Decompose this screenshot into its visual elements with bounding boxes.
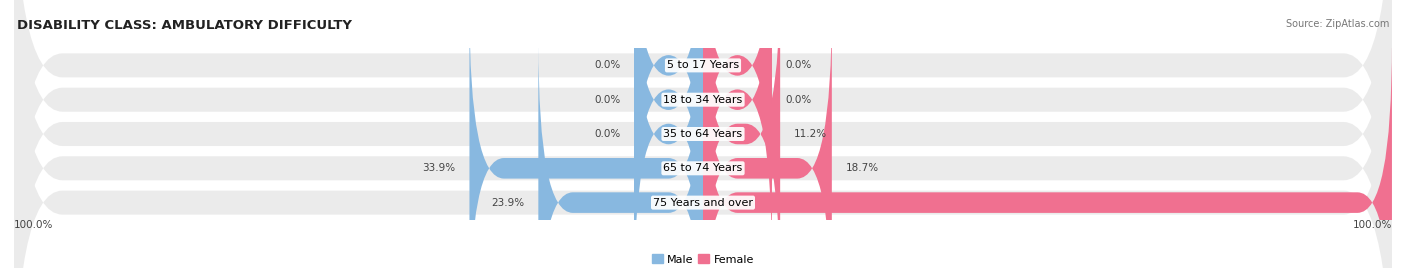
Text: 5 to 17 Years: 5 to 17 Years [666,60,740,70]
Text: 0.0%: 0.0% [786,60,811,70]
FancyBboxPatch shape [703,0,780,268]
FancyBboxPatch shape [14,0,1392,268]
FancyBboxPatch shape [703,7,832,268]
Text: 0.0%: 0.0% [595,95,620,105]
FancyBboxPatch shape [703,0,772,261]
Text: 18 to 34 Years: 18 to 34 Years [664,95,742,105]
Text: 100.0%: 100.0% [14,221,53,230]
FancyBboxPatch shape [703,41,1392,268]
FancyBboxPatch shape [14,0,1392,268]
FancyBboxPatch shape [634,0,703,227]
Text: 100.0%: 100.0% [1353,221,1392,230]
Text: 75 Years and over: 75 Years and over [652,198,754,208]
Text: 23.9%: 23.9% [492,198,524,208]
FancyBboxPatch shape [538,41,703,268]
Text: Source: ZipAtlas.com: Source: ZipAtlas.com [1285,19,1389,29]
Text: 35 to 64 Years: 35 to 64 Years [664,129,742,139]
FancyBboxPatch shape [14,0,1392,268]
Text: 11.2%: 11.2% [794,129,827,139]
Text: 0.0%: 0.0% [595,129,620,139]
FancyBboxPatch shape [14,0,1392,268]
Text: 0.0%: 0.0% [595,60,620,70]
FancyBboxPatch shape [14,0,1392,268]
Text: DISABILITY CLASS: AMBULATORY DIFFICULTY: DISABILITY CLASS: AMBULATORY DIFFICULTY [17,19,352,32]
FancyBboxPatch shape [470,7,703,268]
Text: 65 to 74 Years: 65 to 74 Years [664,163,742,173]
FancyBboxPatch shape [634,0,703,261]
FancyBboxPatch shape [634,0,703,268]
FancyBboxPatch shape [703,0,772,227]
Legend: Male, Female: Male, Female [647,250,759,268]
Text: 18.7%: 18.7% [845,163,879,173]
Text: 33.9%: 33.9% [423,163,456,173]
Text: 0.0%: 0.0% [786,95,811,105]
